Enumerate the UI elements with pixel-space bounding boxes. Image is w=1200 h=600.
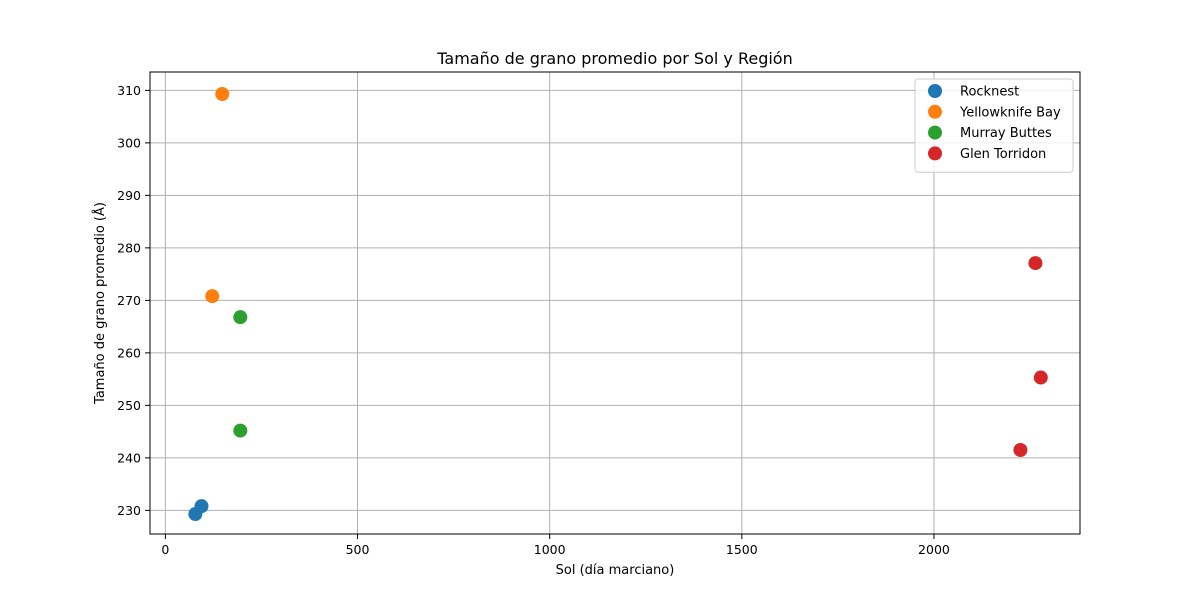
data-point <box>194 499 209 514</box>
data-point <box>215 87 230 102</box>
y-tick-label: 310 <box>117 83 141 98</box>
legend-marker <box>928 84 942 98</box>
x-tick-label: 500 <box>346 542 370 557</box>
legend-label: Glen Torridon <box>960 147 1046 162</box>
legend-label: Murray Buttes <box>960 126 1052 141</box>
x-tick-label: 0 <box>161 542 169 557</box>
legend: Rocknest Yellowknife Bay Murray Buttes Glen… <box>914 78 1074 173</box>
data-point <box>233 423 248 438</box>
legend-label: Yellowknife Bay <box>959 105 1061 120</box>
y-axis-label: Tamaño de grano promedio (Å) <box>92 202 108 405</box>
legend-marker <box>928 125 942 140</box>
x-axis-label: Sol (día marciano) <box>556 563 675 578</box>
data-point <box>1028 256 1043 271</box>
y-tick-label: 260 <box>117 345 141 360</box>
y-tick-label: 290 <box>117 188 141 203</box>
x-tick-label: 2000 <box>918 542 950 557</box>
data-point <box>1033 370 1048 385</box>
data-point <box>205 289 220 304</box>
y-tick-label: 280 <box>117 240 141 255</box>
chart-title: Tamaño de grano promedio por Sol y Regió… <box>436 49 792 68</box>
data-point <box>233 310 248 325</box>
x-axis-ticks: 0 500 1000 1500 2000 <box>161 534 950 557</box>
y-tick-label: 270 <box>117 293 141 308</box>
y-tick-label: 230 <box>117 503 141 518</box>
y-tick-label: 250 <box>117 398 141 413</box>
legend-label: Rocknest <box>960 85 1019 100</box>
legend-box <box>914 78 1074 173</box>
x-tick-label: 1500 <box>726 542 758 557</box>
y-tick-label: 240 <box>117 450 141 465</box>
data-point <box>1013 443 1028 457</box>
plot-frame <box>149 71 1081 535</box>
data-points <box>188 87 1048 522</box>
legend-marker <box>928 104 942 119</box>
x-tick-label: 1000 <box>534 542 566 557</box>
y-tick-label: 300 <box>117 135 141 150</box>
y-axis-ticks: 230 240 250 260 270 280 290 300 310 <box>117 83 150 518</box>
legend-marker <box>928 146 942 161</box>
